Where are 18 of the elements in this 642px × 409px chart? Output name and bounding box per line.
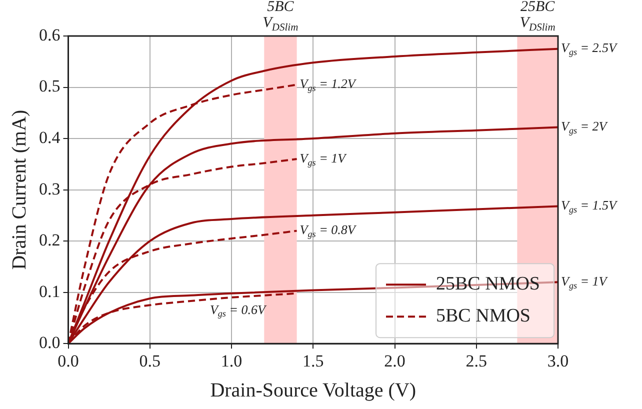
y-axis-title: Drain Current (mA) xyxy=(8,110,30,270)
x-tick-label: 1.5 xyxy=(302,351,324,370)
y-tick-label: 0.0 xyxy=(39,333,60,352)
x-tick-label: 2.5 xyxy=(466,351,487,370)
x-tick-label: 2.0 xyxy=(384,351,406,370)
y-tick-label: 0.2 xyxy=(39,230,60,250)
y-tick-label: 0.6 xyxy=(39,25,60,44)
y-tick-label: 0.3 xyxy=(39,179,60,198)
x-tick-label: 1.0 xyxy=(220,351,242,370)
x-axis-title: Drain-Source Voltage (V) xyxy=(210,379,416,402)
y-tick-label: 0.5 xyxy=(39,76,60,96)
legend-label: 5BC NMOS xyxy=(436,306,530,327)
y-tick-label: 0.1 xyxy=(39,282,60,301)
x-tick-label: 3.0 xyxy=(547,351,569,370)
x-tick-label: 0.0 xyxy=(58,351,79,370)
y-tick-label: 0.4 xyxy=(39,128,61,147)
legend-label: 25BC NMOS xyxy=(436,274,540,295)
x-tick-label: 0.5 xyxy=(139,351,160,370)
